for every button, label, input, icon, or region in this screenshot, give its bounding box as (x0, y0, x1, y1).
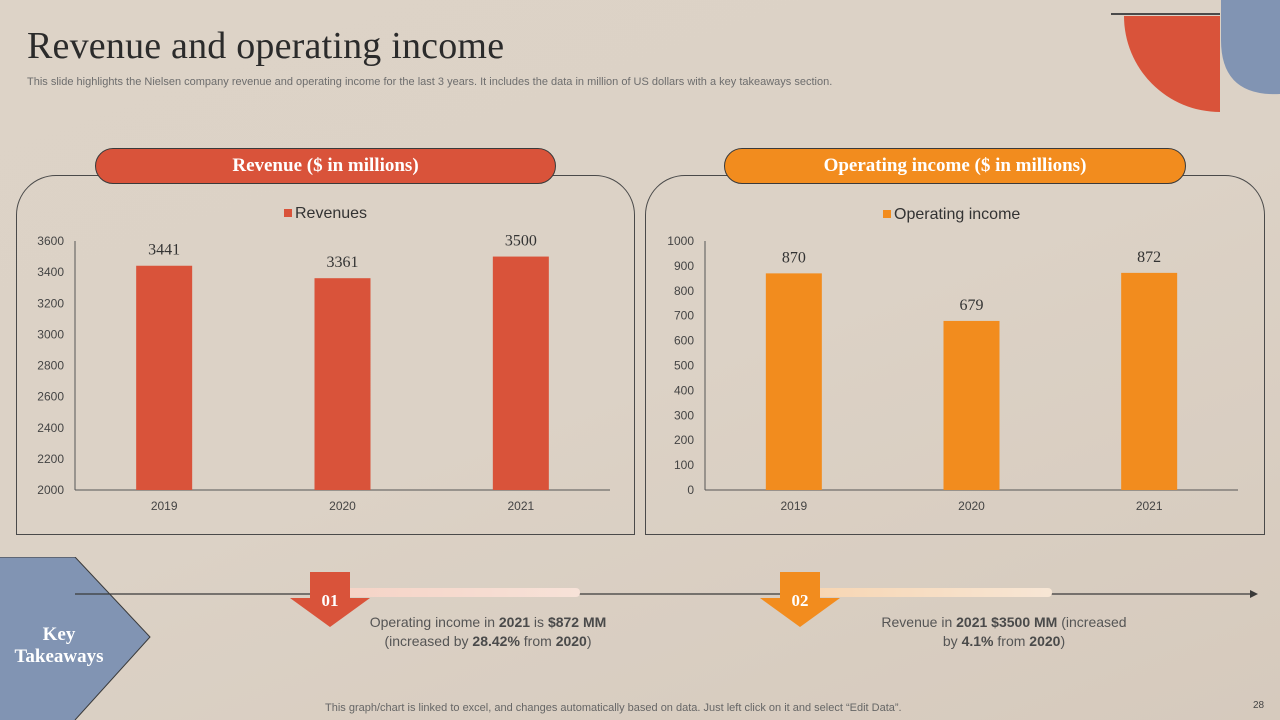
y-tick-label: 3000 (37, 327, 64, 341)
y-tick-label: 100 (674, 458, 694, 472)
bar (492, 256, 549, 490)
key-takeaways-label-line2: Takeaways (14, 646, 104, 667)
revenue-panel-title: Revenue ($ in millions) (95, 148, 556, 184)
takeaway-02-text: Revenue in 2021 $3500 MM (increased by 4… (881, 614, 1127, 649)
bar-data-label: 679 (960, 297, 984, 314)
y-tick-label: 3400 (37, 265, 64, 279)
bar-data-label: 3441 (148, 242, 180, 259)
bar-data-label: 872 (1137, 249, 1161, 266)
x-tick-label: 2021 (507, 499, 534, 513)
takeaway-02-bar (815, 588, 1052, 597)
bar-data-label: 3500 (505, 233, 537, 250)
x-tick-label: 2021 (1136, 499, 1163, 513)
y-tick-label: 2000 (37, 483, 64, 497)
y-tick-label: 600 (674, 334, 694, 348)
takeaway-01-bar (340, 588, 580, 597)
x-tick-label: 2020 (958, 499, 985, 513)
bar-data-label: 3361 (327, 254, 359, 271)
y-tick-label: 1000 (667, 234, 694, 248)
page-subtitle: This slide highlights the Nielsen compan… (27, 76, 833, 88)
page-title: Revenue and operating income (27, 25, 505, 67)
key-takeaways-label: Key Takeaways (0, 624, 118, 668)
y-tick-label: 0 (687, 483, 694, 497)
y-tick-label: 2800 (37, 359, 64, 373)
takeaway-01-text: Operating income in 2021 is $872 MM (inc… (369, 614, 607, 649)
bar (1121, 272, 1178, 490)
y-tick-label: 900 (674, 259, 694, 273)
takeaway-01-number: 01 (321, 591, 339, 610)
bar-data-label: 870 (782, 249, 806, 266)
y-tick-label: 2600 (37, 390, 64, 404)
y-tick-label: 300 (674, 408, 694, 422)
footer-note: This graph/chart is linked to excel, and… (325, 702, 902, 714)
key-takeaways-shape (0, 557, 151, 720)
bar (314, 278, 371, 490)
red-quarter-shape (1124, 16, 1220, 112)
y-tick-label: 400 (674, 383, 694, 397)
operating-income-panel-title: Operating income ($ in millions) (724, 148, 1186, 184)
y-tick-label: 2400 (37, 421, 64, 435)
y-tick-label: 800 (674, 284, 694, 298)
bar (943, 320, 1000, 490)
takeaway-02-number: 02 (791, 591, 809, 610)
takeaway-01-badge (290, 572, 370, 627)
bar (765, 273, 822, 490)
bar (136, 265, 193, 490)
legend-label: Operating income (894, 206, 1020, 223)
y-tick-label: 500 (674, 359, 694, 373)
page-number: 28 (1253, 700, 1265, 711)
y-tick-label: 200 (674, 433, 694, 447)
y-tick-label: 700 (674, 309, 694, 323)
blue-quarter-shape (1221, 0, 1280, 95)
takeaway-02-badge (760, 572, 840, 627)
legend-label: Revenues (295, 205, 367, 222)
legend-swatch (883, 210, 891, 218)
decorative-line (1111, 13, 1220, 15)
y-tick-label: 3600 (37, 234, 64, 248)
x-tick-label: 2019 (780, 499, 807, 513)
x-tick-label: 2020 (329, 499, 356, 513)
y-tick-label: 3200 (37, 296, 64, 310)
y-tick-label: 2200 (37, 452, 64, 466)
key-takeaways-label-line1: Key (42, 624, 76, 645)
legend-swatch (284, 209, 292, 217)
x-tick-label: 2019 (151, 499, 178, 513)
